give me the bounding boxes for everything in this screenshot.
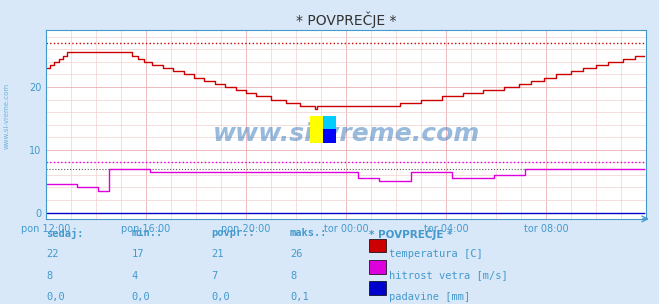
Text: 4: 4: [132, 271, 138, 281]
Text: 8: 8: [290, 271, 296, 281]
Bar: [323, 129, 336, 143]
Text: 8: 8: [46, 271, 52, 281]
Title: * POVPREČJE *: * POVPREČJE *: [296, 11, 396, 28]
Bar: [310, 116, 323, 143]
Text: www.si-vreme.com: www.si-vreme.com: [212, 122, 480, 146]
Text: sedaj:: sedaj:: [46, 228, 84, 239]
Text: * POVPREČJE *: * POVPREČJE *: [369, 228, 453, 240]
Text: povpr.:: povpr.:: [211, 228, 254, 238]
Text: padavine [mm]: padavine [mm]: [389, 292, 470, 302]
Bar: [323, 116, 336, 129]
Text: 21: 21: [211, 249, 223, 259]
Text: maks.:: maks.:: [290, 228, 328, 238]
Text: hitrost vetra [m/s]: hitrost vetra [m/s]: [389, 271, 507, 281]
Text: temperatura [C]: temperatura [C]: [389, 249, 482, 259]
Text: 0,0: 0,0: [46, 292, 65, 302]
Text: 26: 26: [290, 249, 302, 259]
Text: 7: 7: [211, 271, 217, 281]
Text: 0,1: 0,1: [290, 292, 308, 302]
Text: min.:: min.:: [132, 228, 163, 238]
Text: 22: 22: [46, 249, 59, 259]
Text: 17: 17: [132, 249, 144, 259]
Text: www.si-vreme.com: www.si-vreme.com: [3, 82, 9, 149]
Text: 0,0: 0,0: [132, 292, 150, 302]
Text: 0,0: 0,0: [211, 292, 229, 302]
